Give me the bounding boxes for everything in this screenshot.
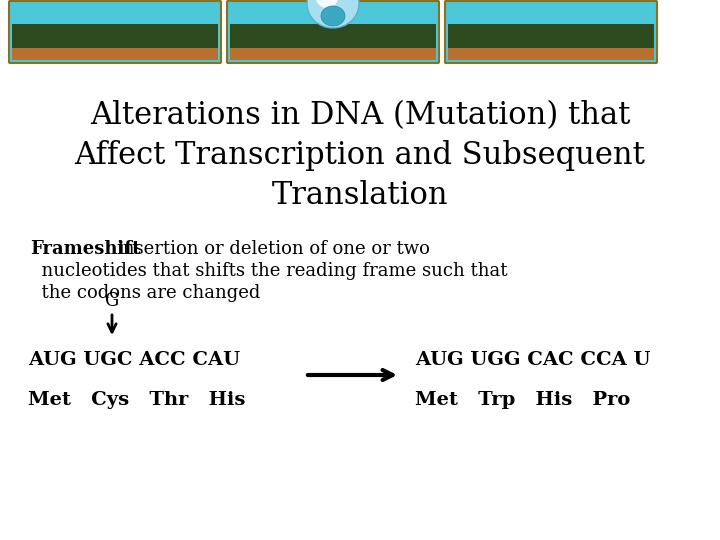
Text: Affect Transcription and Subsequent: Affect Transcription and Subsequent <box>75 140 645 171</box>
Bar <box>448 48 654 60</box>
Text: : insertion or deletion of one or two: : insertion or deletion of one or two <box>105 240 430 258</box>
Text: the codons are changed: the codons are changed <box>30 284 261 302</box>
Text: AUG UGG CAC CCA U: AUG UGG CAC CCA U <box>415 351 650 369</box>
Text: Translation: Translation <box>271 180 449 211</box>
Bar <box>230 48 436 60</box>
Ellipse shape <box>316 0 338 8</box>
FancyBboxPatch shape <box>9 1 221 63</box>
FancyBboxPatch shape <box>227 1 439 63</box>
Text: G: G <box>105 292 119 310</box>
Text: Alterations in DNA (Mutation) that: Alterations in DNA (Mutation) that <box>90 100 630 131</box>
Ellipse shape <box>321 6 345 26</box>
Bar <box>230 24 436 49</box>
Bar <box>12 24 218 49</box>
Text: Frameshift: Frameshift <box>30 240 140 258</box>
Text: Met   Trp   His   Pro: Met Trp His Pro <box>415 391 630 409</box>
Text: nucleotides that shifts the reading frame such that: nucleotides that shifts the reading fram… <box>30 262 508 280</box>
Text: Met   Cys   Thr   His: Met Cys Thr His <box>28 391 246 409</box>
Bar <box>12 48 218 60</box>
Ellipse shape <box>307 0 359 28</box>
Bar <box>448 24 654 49</box>
Text: AUG UGC ACC CAU: AUG UGC ACC CAU <box>28 351 240 369</box>
FancyBboxPatch shape <box>445 1 657 63</box>
